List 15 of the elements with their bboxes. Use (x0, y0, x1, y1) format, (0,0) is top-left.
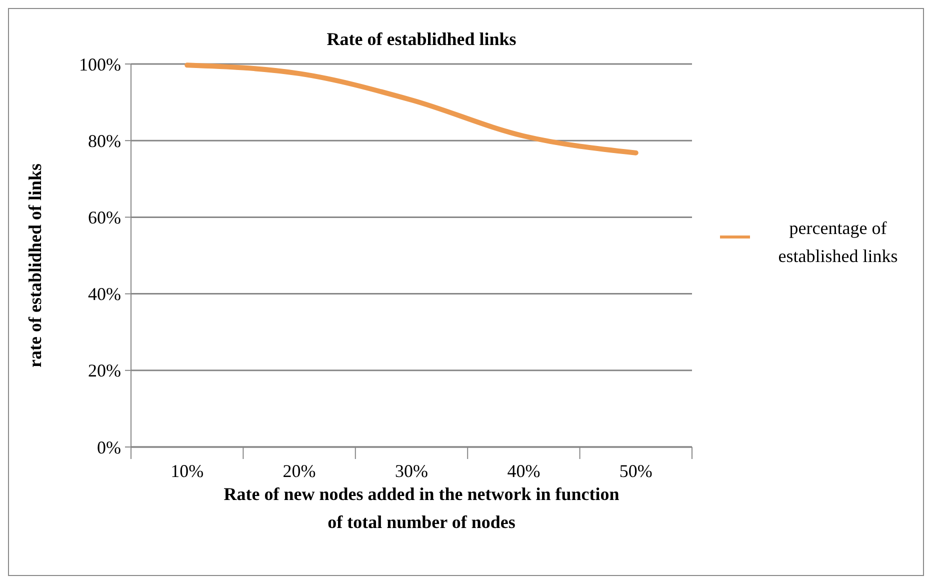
y-tick-label: 40% (88, 284, 121, 304)
y-tick-label: 100% (79, 54, 121, 74)
x-tick-label: 20% (282, 461, 316, 481)
chart-title: Rate of establidhed links (326, 29, 516, 49)
y-tick-label: 0% (97, 437, 121, 458)
y-tick-label: 60% (88, 208, 121, 228)
y-tick-label: 20% (88, 360, 121, 381)
x-tick-label: 30% (395, 461, 428, 481)
y-axis-title: rate of establidhed of links (25, 163, 45, 368)
x-tick-label: 40% (507, 461, 540, 481)
x-tick-label: 10% (170, 461, 204, 481)
y-tick-label: 80% (88, 130, 121, 151)
legend-label: percentage of established links (778, 218, 898, 266)
x-axis-title: Rate of new nodes added in the network in function of total number of nodes (224, 484, 620, 532)
x-tick-label: 50% (619, 461, 652, 481)
